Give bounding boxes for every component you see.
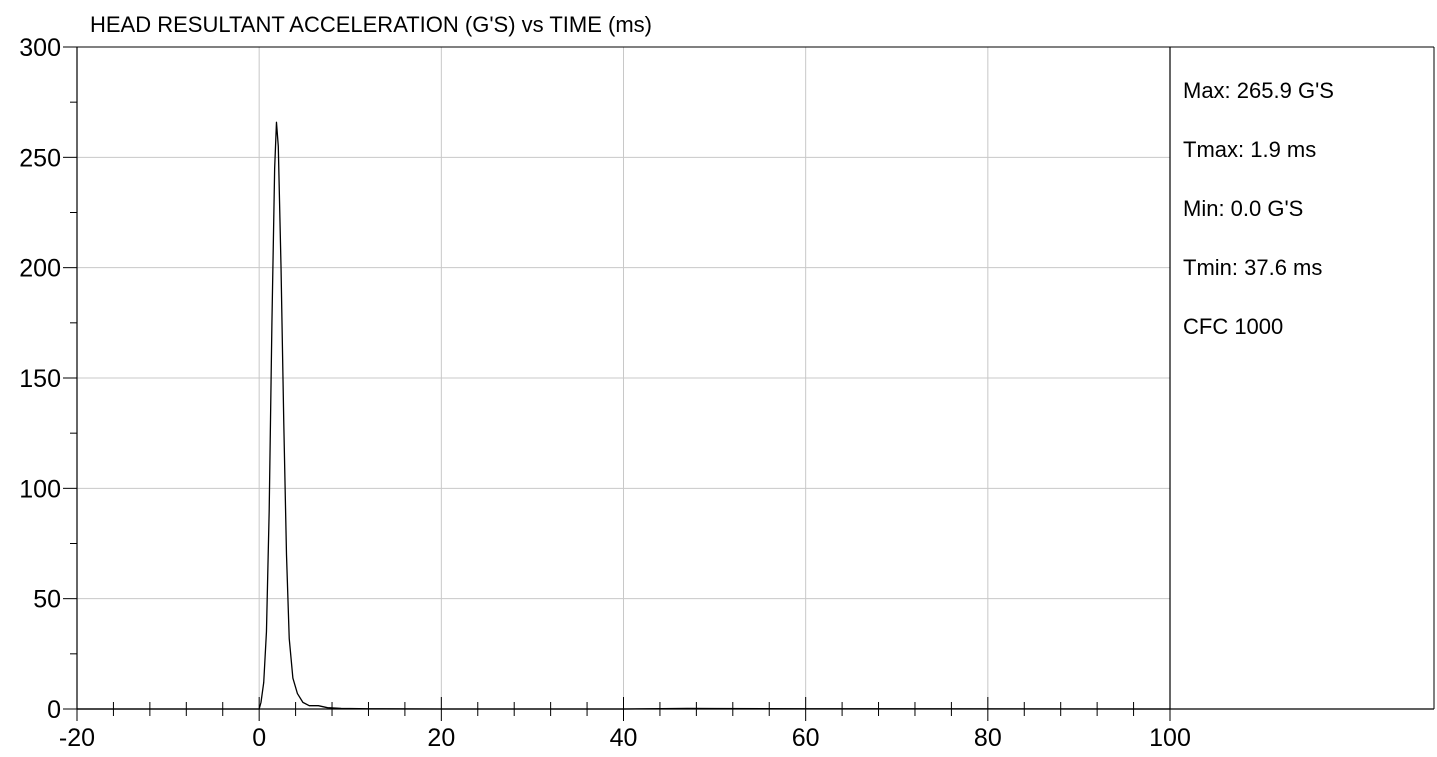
y-tick-label: 250 xyxy=(19,144,61,172)
x-tick-label: -20 xyxy=(59,724,95,752)
stat-min: Min: 0.0 G'S xyxy=(1183,196,1303,221)
y-tick-label: 0 xyxy=(47,696,61,724)
grid xyxy=(77,47,1170,709)
stat-tmin: Tmin: 37.6 ms xyxy=(1183,255,1322,280)
y-tick-label: 50 xyxy=(33,586,61,614)
x-tick-label: 100 xyxy=(1149,724,1191,752)
chart-title: HEAD RESULTANT ACCELERATION (G'S) vs TIM… xyxy=(90,12,652,37)
x-tick-label: 40 xyxy=(610,724,638,752)
x-tick-label: 0 xyxy=(252,724,266,752)
x-tick-label: 80 xyxy=(974,724,1002,752)
x-tick-label: 20 xyxy=(427,724,455,752)
stats-panel: Max: 265.9 G'S Tmax: 1.9 ms Min: 0.0 G'S… xyxy=(1183,78,1334,339)
stat-cfc: CFC 1000 xyxy=(1183,314,1283,339)
axis-ticks xyxy=(63,46,1171,721)
y-tick-label: 200 xyxy=(19,255,61,283)
stat-max: Max: 265.9 G'S xyxy=(1183,78,1334,103)
series-line xyxy=(77,121,1171,710)
y-tick-label: 300 xyxy=(19,34,61,62)
y-tick-label: 150 xyxy=(19,365,61,393)
x-tick-label: 60 xyxy=(792,724,820,752)
stat-tmax: Tmax: 1.9 ms xyxy=(1183,137,1316,162)
y-tick-label: 100 xyxy=(19,475,61,503)
series xyxy=(77,121,1171,710)
